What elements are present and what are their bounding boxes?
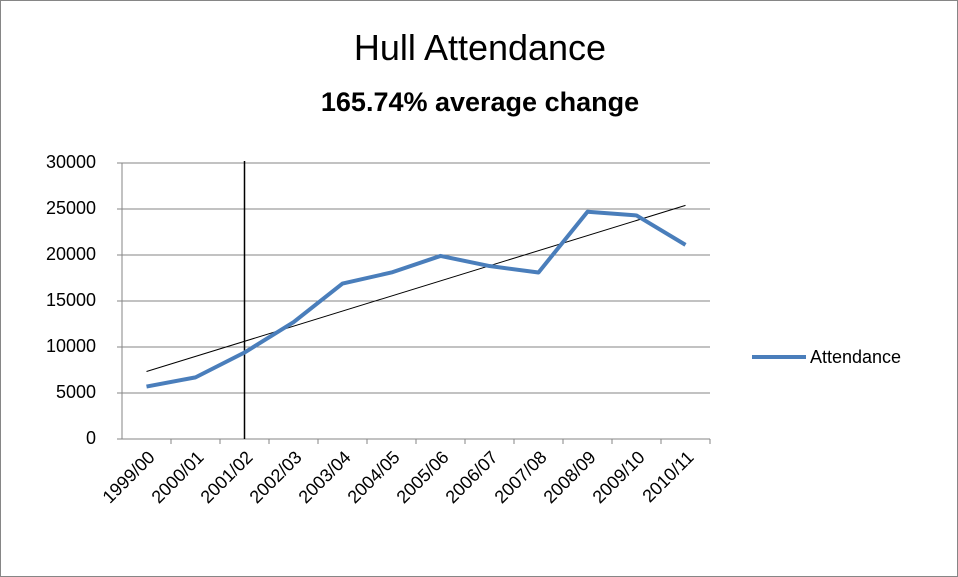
- y-tick-label: 0: [86, 428, 96, 448]
- y-tick-label: 25000: [46, 198, 96, 218]
- y-tick-label: 30000: [46, 152, 96, 172]
- data-line: [146, 209, 687, 389]
- y-tick-label: 10000: [46, 336, 96, 356]
- y-tick-label: 5000: [56, 382, 96, 402]
- trendline: [146, 204, 686, 372]
- y-tick-label: 20000: [46, 244, 96, 264]
- chart-title: Hull Attendance: [354, 27, 606, 68]
- y-tick-label: 15000: [46, 290, 96, 310]
- legend-label: Attendance: [810, 347, 901, 367]
- chart-subtitle: 165.74% average change: [321, 87, 639, 117]
